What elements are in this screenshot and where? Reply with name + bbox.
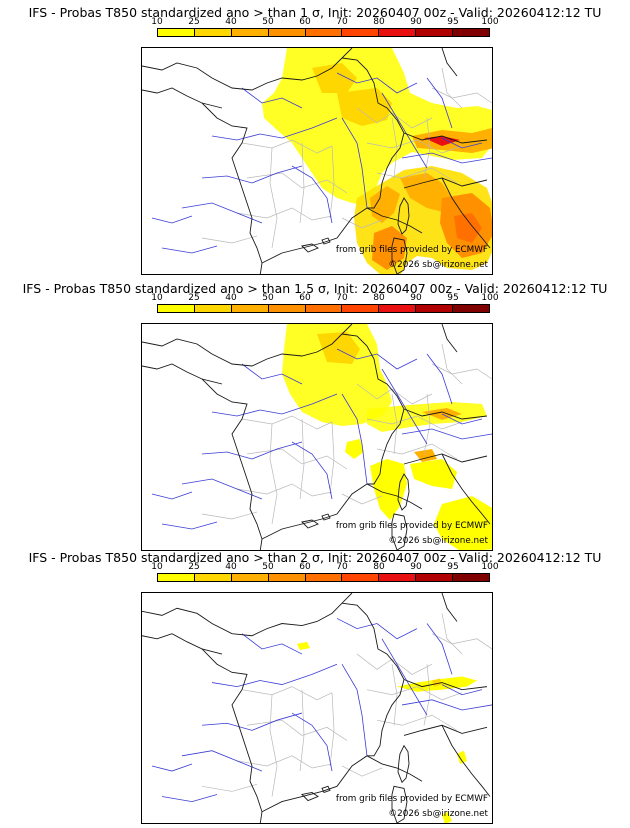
colorbar-label: 40 — [225, 17, 237, 27]
colorbar-swatch — [158, 305, 195, 312]
colorbar-swatch — [416, 305, 454, 312]
colorbar-swatch — [453, 29, 490, 36]
colorbar-swatch — [305, 574, 343, 581]
colorbar-label: 60 — [299, 293, 311, 303]
colorbar-swatch — [231, 29, 269, 36]
colorbar-label: 100 — [481, 17, 499, 27]
colorbar-label: 70 — [336, 17, 348, 27]
map-area: from grib files provided by ECMWF ©2026 … — [141, 592, 493, 824]
colorbar-swatch — [231, 574, 269, 581]
colorbar-swatch — [342, 29, 380, 36]
colorbar-label: 10 — [151, 562, 163, 572]
panel-title: IFS - Probas T850 standardized ano > tha… — [28, 5, 602, 20]
map-area: from grib files provided by ECMWF ©2026 … — [141, 47, 493, 275]
basemap — [142, 593, 492, 823]
colorbar-label: 25 — [188, 293, 200, 303]
colorbar-label: 90 — [410, 17, 422, 27]
colorbar-label: 60 — [299, 562, 311, 572]
colorbar-label: 95 — [447, 562, 459, 572]
colorbar: 10 25 40 50 60 70 80 90 95 100 — [151, 293, 499, 317]
colorbar-swatches — [157, 573, 490, 582]
colorbar-label: 10 — [151, 17, 163, 27]
colorbar-label: 95 — [447, 17, 459, 27]
credit-source: from grib files provided by ECMWF — [335, 245, 488, 255]
map-area: from grib files provided by ECMWF ©2026 … — [141, 323, 493, 551]
colorbar-swatch — [379, 29, 417, 36]
colorbar-swatch — [231, 305, 269, 312]
colorbar-swatch — [268, 305, 306, 312]
colorbar-swatch — [453, 305, 490, 312]
credit-copyright: ©2026 sb@irizone.net — [388, 260, 488, 270]
colorbar: 10 25 40 50 60 70 80 90 95 100 — [151, 17, 499, 41]
colorbar-label: 25 — [188, 562, 200, 572]
panel-title: IFS - Probas T850 standardized ano > tha… — [22, 281, 608, 296]
map-panel-2: IFS - Probas T850 standardized ano > tha… — [0, 276, 630, 552]
colorbar-swatch — [194, 29, 232, 36]
probability-shading — [262, 48, 492, 274]
colorbar-label: 90 — [410, 562, 422, 572]
colorbar-label: 50 — [262, 562, 274, 572]
colorbar-swatch — [342, 574, 380, 581]
colorbar-swatch — [158, 574, 195, 581]
colorbar-label: 60 — [299, 17, 311, 27]
credit-source: from grib files provided by ECMWF — [335, 521, 488, 531]
probability-shading — [297, 641, 477, 823]
credit-source: from grib files provided by ECMWF — [335, 794, 488, 804]
credit-copyright: ©2026 sb@irizone.net — [388, 809, 488, 819]
colorbar-swatch — [416, 574, 454, 581]
credit-copyright: ©2026 sb@irizone.net — [388, 536, 488, 546]
colorbar-label: 90 — [410, 293, 422, 303]
colorbar-label: 80 — [373, 562, 385, 572]
colorbar-label: 25 — [188, 17, 200, 27]
colorbar-label: 100 — [481, 562, 499, 572]
colorbar-swatch — [194, 574, 232, 581]
colorbar-swatch — [158, 29, 195, 36]
colorbar-label: 50 — [262, 293, 274, 303]
panel-title: IFS - Probas T850 standardized ano > tha… — [28, 550, 602, 565]
colorbar-label: 10 — [151, 293, 163, 303]
colorbar-swatches — [157, 28, 490, 37]
colorbar-swatch — [194, 305, 232, 312]
colorbar-swatch — [379, 305, 417, 312]
colorbar-swatch — [305, 305, 343, 312]
colorbar-label: 95 — [447, 293, 459, 303]
colorbar-label: 100 — [481, 293, 499, 303]
colorbar-swatch — [305, 29, 343, 36]
colorbar: 10 25 40 50 60 70 80 90 95 100 — [151, 562, 499, 586]
colorbar-label: 50 — [262, 17, 274, 27]
colorbar-label: 40 — [225, 293, 237, 303]
colorbar-swatch — [342, 305, 380, 312]
map-panel-3: IFS - Probas T850 standardized ano > tha… — [0, 545, 630, 828]
colorbar-swatch — [268, 574, 306, 581]
colorbar-swatch — [379, 574, 417, 581]
colorbar-swatches — [157, 304, 490, 313]
colorbar-swatch — [416, 29, 454, 36]
colorbar-label: 40 — [225, 562, 237, 572]
colorbar-swatch — [453, 574, 490, 581]
map-panel-1: IFS - Probas T850 standardized ano > tha… — [0, 0, 630, 276]
probability-shading — [282, 324, 492, 550]
colorbar-label: 80 — [373, 17, 385, 27]
colorbar-label: 70 — [336, 562, 348, 572]
colorbar-swatch — [268, 29, 306, 36]
colorbar-label: 80 — [373, 293, 385, 303]
colorbar-label: 70 — [336, 293, 348, 303]
